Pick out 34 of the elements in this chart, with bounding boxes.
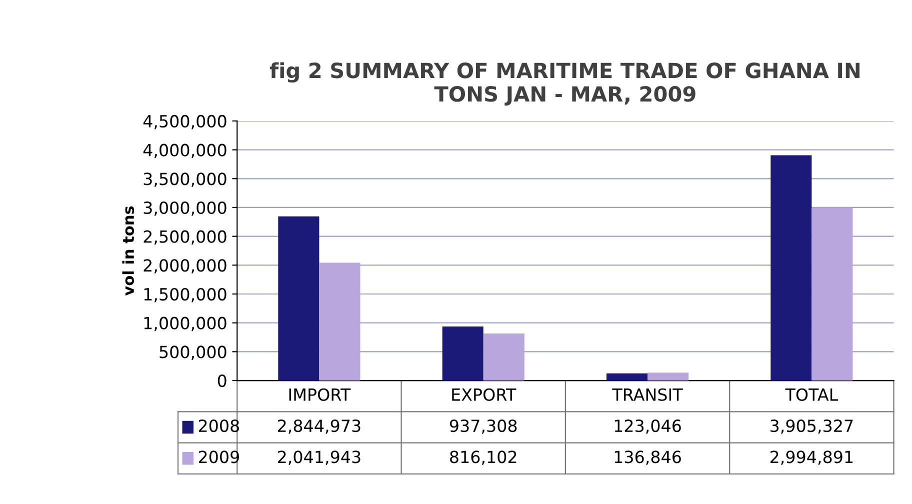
- y-axis-title: vol in tons: [122, 206, 134, 296]
- bar: [770, 155, 812, 381]
- x-tick-label: TOTAL: [785, 388, 838, 401]
- data-label: 136,846: [614, 450, 681, 465]
- x-tick-label: EXPORT: [452, 388, 516, 401]
- data-label: 2,994,891: [770, 450, 853, 465]
- y-tick-label: 3,500,000: [144, 172, 226, 187]
- y-tick-label: 3,000,000: [144, 201, 226, 216]
- data-label: 2,041,943: [278, 450, 360, 465]
- data-label: 937,308: [450, 419, 517, 434]
- bar: [442, 326, 484, 381]
- bar: [278, 216, 320, 381]
- data-label: 2,844,973: [278, 419, 360, 434]
- y-tick-label: 2,000,000: [144, 259, 226, 274]
- legend-label: 2008: [198, 419, 239, 432]
- bar: [483, 333, 524, 381]
- chart-title: fig 2 SUMMARY OF MARITIME TRADE OF GHANA IN TONS JAN - MAR, 2009: [270, 62, 860, 106]
- y-tick-label: 4,000,000: [143, 144, 226, 158]
- x-tick-label: TRANSIT: [612, 388, 683, 401]
- legend-label: 2009: [198, 450, 239, 464]
- y-tick-label: 2,500,000: [144, 230, 226, 245]
- data-label: 816,102: [450, 450, 516, 465]
- y-tick-label: 1,000,000: [144, 316, 226, 332]
- y-tick-label: 500,000: [160, 346, 226, 360]
- x-tick-label: IMPORT: [289, 388, 351, 401]
- bar: [812, 208, 853, 381]
- y-tick-label: 4,500,000: [143, 114, 226, 130]
- y-tick-label: 1,500,000: [144, 288, 226, 302]
- bar: [319, 262, 360, 381]
- bar: [648, 372, 689, 381]
- bar: [606, 373, 648, 381]
- data-label: 3,905,327: [770, 419, 853, 434]
- y-tick-label: 0: [218, 374, 226, 388]
- data-label: 123,046: [614, 419, 681, 434]
